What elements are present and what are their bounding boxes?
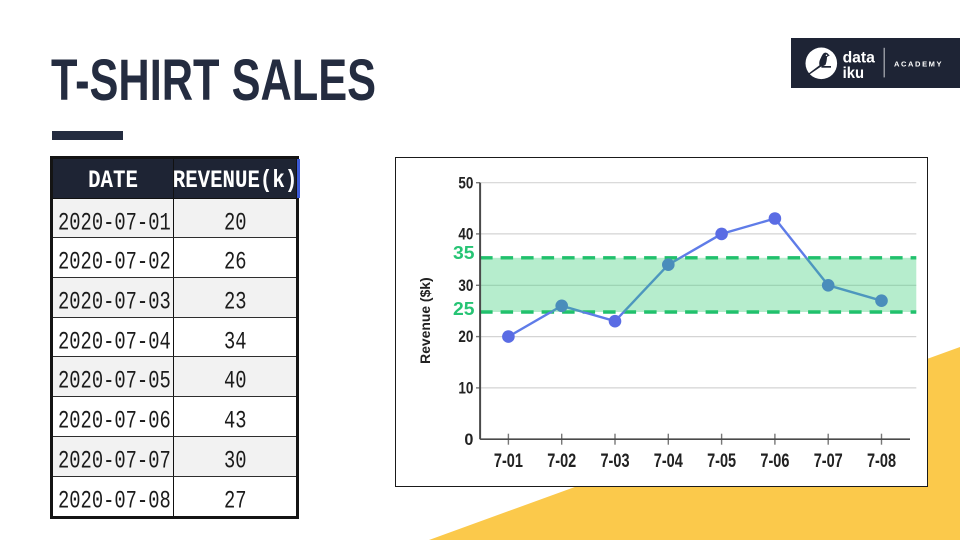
svg-text:Revenue ($k): Revenue ($k) (417, 277, 433, 364)
svg-text:40: 40 (458, 226, 473, 244)
svg-text:30: 30 (458, 277, 473, 295)
svg-text:7-04: 7-04 (654, 451, 683, 472)
svg-text:10: 10 (458, 380, 473, 398)
svg-text:7-07: 7-07 (814, 451, 843, 472)
svg-text:7-03: 7-03 (601, 451, 630, 472)
svg-text:50: 50 (458, 174, 473, 192)
svg-text:data: data (843, 50, 876, 67)
svg-text:7-02: 7-02 (547, 451, 576, 472)
svg-text:35: 35 (453, 243, 475, 263)
svg-text:25: 25 (453, 299, 475, 319)
svg-text:0: 0 (464, 431, 473, 449)
svg-text:7-01: 7-01 (494, 451, 523, 472)
svg-text:iku: iku (843, 65, 864, 82)
svg-text:ACADEMY: ACADEMY (894, 60, 943, 69)
svg-text:7-08: 7-08 (867, 451, 896, 472)
svg-text:7-06: 7-06 (760, 451, 789, 472)
svg-text:20: 20 (458, 328, 473, 346)
svg-text:7-05: 7-05 (707, 451, 736, 472)
